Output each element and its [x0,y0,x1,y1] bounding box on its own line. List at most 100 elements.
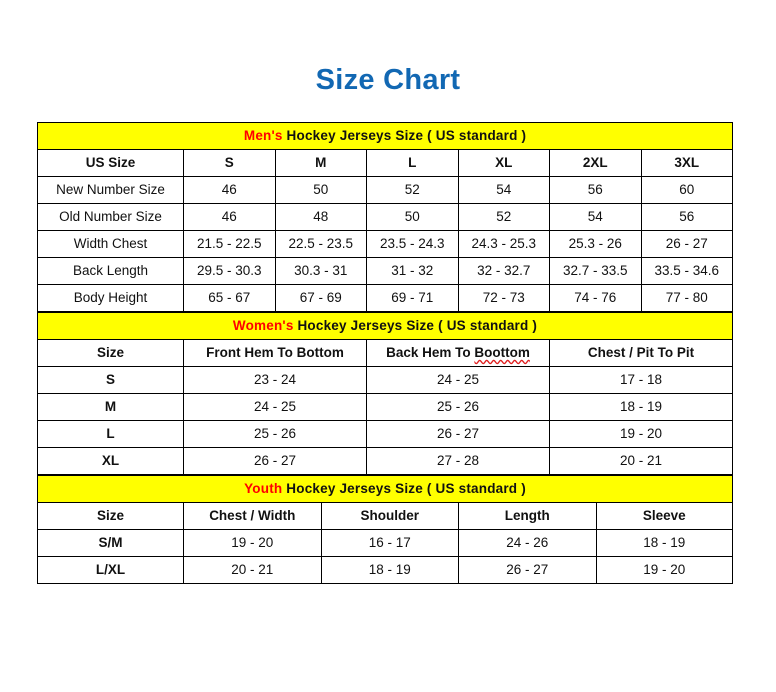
mens-cell-4-0: 65 - 67 [183,284,276,312]
table-row: XL 26 - 27 27 - 28 20 - 21 [37,447,733,475]
womens-cell-0-1: 24 - 25 [366,366,550,394]
size-chart-container: Men's Hockey Jerseys Size ( US standard … [36,122,734,584]
womens-cell-0-2: 17 - 18 [549,366,733,394]
womens-cell-1-2: 18 - 19 [549,393,733,421]
mens-cell-2-3: 24.3 - 25.3 [457,230,550,258]
mens-cell-1-1: 48 [274,203,367,231]
womens-col-header-0: Size [37,339,184,367]
womens-cell-1-1: 25 - 26 [366,393,550,421]
womens-band-rest: Hockey Jerseys Size ( US standard ) [293,318,538,333]
mens-row-label-1: Old Number Size [37,203,184,231]
mens-cell-0-4: 56 [549,176,642,204]
table-row: New Number Size 46 50 52 54 56 60 [37,176,734,204]
mens-section-band: Men's Hockey Jerseys Size ( US standard … [36,122,734,150]
youth-col-header-0: Size [37,502,184,530]
womens-row-label-0: S [37,366,184,394]
mens-cell-4-5: 77 - 80 [640,284,734,312]
mens-cell-2-1: 22.5 - 23.5 [274,230,367,258]
mens-cell-0-3: 54 [457,176,550,204]
mens-col-header-0: US Size [37,149,184,177]
mens-section-band-row: Men's Hockey Jerseys Size ( US standard … [36,122,734,150]
page-title: Size Chart [315,64,461,96]
mens-col-header-1: S [183,149,276,177]
youth-header-row: Size Chest / Width Shoulder Length Sleev… [37,502,734,530]
mens-col-header-5: 2XL [549,149,642,177]
mens-band-accent: Men's [243,128,283,143]
youth-cell-1-3: 19 - 20 [595,556,734,584]
womens-row-label-1: M [37,393,184,421]
youth-cell-0-0: 19 - 20 [183,529,322,557]
womens-col-header-2: Back Hem To Boottom [366,339,550,367]
youth-cell-1-1: 18 - 19 [320,556,459,584]
youth-col-header-1: Chest / Width [183,502,322,530]
table-row: Old Number Size 46 48 50 52 54 56 [37,203,734,231]
mens-cell-0-5: 60 [640,176,734,204]
mens-cell-4-4: 74 - 76 [549,284,642,312]
mens-cell-2-5: 26 - 27 [640,230,734,258]
womens-section-band: Women's Hockey Jerseys Size ( US standar… [37,312,733,340]
mens-cell-2-4: 25.3 - 26 [549,230,642,258]
mens-row-label-3: Back Length [37,257,184,285]
mens-cell-1-3: 52 [457,203,550,231]
womens-section-band-row: Women's Hockey Jerseys Size ( US standar… [37,312,733,340]
mens-cell-1-5: 56 [640,203,734,231]
womens-cell-3-0: 26 - 27 [183,447,367,475]
youth-size-table: Youth Hockey Jerseys Size ( US standard … [36,475,734,584]
womens-col-header-2-misspelled: Boottom [474,345,530,360]
womens-header-row: Size Front Hem To Bottom Back Hem To Boo… [37,339,733,367]
mens-cell-3-1: 30.3 - 31 [274,257,367,285]
youth-section-band-row: Youth Hockey Jerseys Size ( US standard … [36,475,734,503]
mens-cell-0-1: 50 [274,176,367,204]
mens-cell-3-3: 32 - 32.7 [457,257,550,285]
youth-col-header-3: Length [458,502,597,530]
womens-row-label-3: XL [37,447,184,475]
womens-cell-2-1: 26 - 27 [366,420,550,448]
mens-col-header-3: L [366,149,459,177]
table-row: L 25 - 26 26 - 27 19 - 20 [37,420,733,448]
mens-band-rest: Hockey Jerseys Size ( US standard ) [282,128,527,143]
mens-cell-4-1: 67 - 69 [274,284,367,312]
mens-cell-1-4: 54 [549,203,642,231]
womens-cell-2-2: 19 - 20 [549,420,733,448]
mens-cell-2-0: 21.5 - 22.5 [183,230,276,258]
youth-band-rest: Hockey Jerseys Size ( US standard ) [282,481,526,496]
mens-cell-3-2: 31 - 32 [366,257,459,285]
womens-band-accent: Women's [232,318,294,333]
womens-col-header-1: Front Hem To Bottom [183,339,367,367]
youth-row-label-0: S/M [37,529,184,557]
womens-row-label-2: L [37,420,184,448]
mens-col-header-2: M [274,149,367,177]
womens-cell-3-2: 20 - 21 [549,447,733,475]
mens-cell-4-2: 69 - 71 [366,284,459,312]
youth-cell-0-3: 18 - 19 [595,529,734,557]
womens-cell-2-0: 25 - 26 [183,420,367,448]
youth-col-header-2: Shoulder [320,502,459,530]
mens-cell-3-0: 29.5 - 30.3 [183,257,276,285]
table-row: Body Height 65 - 67 67 - 69 69 - 71 72 -… [37,284,734,312]
womens-cell-3-1: 27 - 28 [366,447,550,475]
mens-cell-0-0: 46 [183,176,276,204]
youth-section-band: Youth Hockey Jerseys Size ( US standard … [36,475,734,503]
table-row: M 24 - 25 25 - 26 18 - 19 [37,393,733,421]
mens-cell-1-2: 50 [366,203,459,231]
table-row: S 23 - 24 24 - 25 17 - 18 [37,366,733,394]
table-row: Back Length 29.5 - 30.3 30.3 - 31 31 - 3… [37,257,734,285]
mens-cell-3-4: 32.7 - 33.5 [549,257,642,285]
table-row: L/XL 20 - 21 18 - 19 26 - 27 19 - 20 [37,556,734,584]
youth-row-label-1: L/XL [37,556,184,584]
mens-cell-0-2: 52 [366,176,459,204]
womens-size-table: Women's Hockey Jerseys Size ( US standar… [37,312,733,475]
mens-cell-3-5: 33.5 - 34.6 [640,257,734,285]
mens-cell-2-2: 23.5 - 24.3 [366,230,459,258]
youth-cell-0-2: 24 - 26 [458,529,597,557]
womens-col-header-3: Chest / Pit To Pit [549,339,733,367]
mens-size-table: Men's Hockey Jerseys Size ( US standard … [36,122,734,312]
mens-col-header-6: 3XL [640,149,734,177]
youth-band-accent: Youth [244,481,283,496]
youth-cell-0-1: 16 - 17 [320,529,459,557]
mens-row-label-4: Body Height [37,284,184,312]
womens-cell-0-0: 23 - 24 [183,366,367,394]
mens-col-header-4: XL [457,149,550,177]
youth-col-header-4: Sleeve [595,502,734,530]
